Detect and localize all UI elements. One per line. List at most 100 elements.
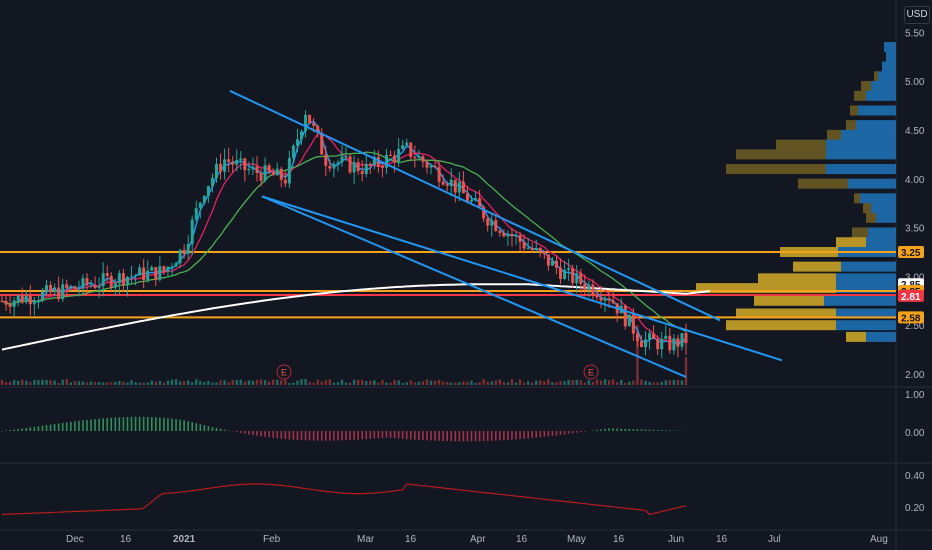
candle-body: [69, 286, 73, 289]
volume-bar: [259, 379, 263, 385]
candle-body: [65, 284, 69, 289]
volume-bar: [672, 379, 676, 385]
volume-bar: [429, 380, 433, 385]
macd-histogram-bar: [555, 431, 558, 436]
macd-histogram-bar: [434, 431, 436, 441]
volume-bar: [437, 379, 441, 385]
candle-body: [486, 218, 490, 226]
volume-bar: [462, 381, 465, 385]
candle-body: [550, 260, 554, 266]
macd-histogram-bar: [361, 431, 364, 440]
macd-histogram-bar: [78, 420, 80, 431]
profile-bar-blue: [836, 283, 896, 294]
volume-bar: [340, 379, 344, 385]
volume-bar: [611, 379, 615, 385]
volume-bar: [413, 382, 417, 385]
time-axis-label: 16: [405, 534, 417, 545]
macd-histogram-bar: [365, 431, 368, 440]
candle-body: [433, 165, 437, 168]
candle-body: [89, 285, 93, 287]
volume-bar: [308, 381, 311, 385]
volume-bar: [211, 382, 214, 385]
candle-body: [595, 295, 599, 298]
volume-bar: [89, 381, 93, 385]
candle-body: [376, 157, 380, 167]
volume-bar: [579, 380, 582, 385]
volume-bar: [628, 381, 631, 385]
volume-bar: [656, 382, 659, 385]
macd-histogram-bar: [223, 429, 226, 431]
macd-histogram-bar: [575, 431, 578, 433]
macd-histogram-bar: [385, 431, 388, 438]
volume-bar: [498, 379, 502, 385]
candle-body: [146, 270, 150, 281]
volume-bar: [393, 379, 396, 385]
candle-body: [393, 155, 397, 162]
volume-bar: [421, 381, 425, 385]
candle-body: [320, 132, 324, 155]
macd-histogram-bar: [531, 431, 534, 439]
volume-bar: [547, 379, 550, 385]
volume-bar: [510, 379, 514, 385]
volume-bar: [454, 382, 457, 385]
candle-body: [534, 248, 538, 251]
macd-histogram-bar: [134, 416, 137, 431]
macd-histogram-bar: [430, 431, 432, 441]
candle-body: [668, 335, 672, 351]
macd-histogram-bar: [381, 431, 384, 438]
macd-histogram-bar: [345, 431, 347, 441]
macd-histogram-bar: [462, 431, 465, 442]
candle-body: [271, 171, 275, 176]
volume-bar: [684, 357, 688, 385]
macd-histogram-bar: [454, 431, 457, 442]
volume-bar: [154, 381, 157, 385]
candle-body: [474, 198, 478, 200]
indicator-axis-label: 0.20: [905, 503, 925, 514]
macd-histogram-bar: [664, 430, 667, 431]
volume-bar: [636, 325, 639, 385]
candle-body: [356, 162, 360, 172]
macd-histogram-bar: [248, 431, 250, 435]
time-axis-label: May: [567, 534, 586, 545]
macd-histogram-bar: [130, 416, 133, 431]
macd-histogram-bar: [320, 431, 323, 441]
volume-bar: [599, 380, 603, 385]
macd-histogram-bar: [244, 431, 246, 434]
volume-bar: [178, 381, 182, 385]
macd-histogram-bar: [316, 431, 319, 441]
volume-bar: [288, 382, 291, 385]
macd-histogram-bar: [466, 431, 469, 442]
volume-bar: [280, 380, 283, 385]
macd-histogram-bar: [507, 431, 509, 440]
volume-bar: [142, 382, 145, 385]
candle-body: [506, 234, 510, 237]
candle-body: [45, 285, 49, 292]
price-axis-label: 3.00: [905, 272, 925, 283]
price-axis-label: 3.50: [905, 224, 925, 235]
candle-body: [312, 123, 316, 126]
candle-body: [559, 267, 563, 280]
profile-bar-gold: [854, 90, 866, 101]
volume-bar: [571, 379, 574, 385]
macd-histogram-bar: [482, 431, 485, 442]
time-axis-label: 16: [120, 534, 132, 545]
macd-histogram-bar: [45, 425, 48, 431]
candle-body: [275, 168, 279, 176]
volume-bar: [134, 382, 137, 385]
macd-histogram-bar: [252, 431, 254, 436]
volume-bar: [61, 379, 64, 385]
volume-bar: [243, 381, 247, 385]
candle-body: [546, 254, 550, 266]
volume-bar: [676, 380, 680, 385]
candle-body: [538, 248, 542, 252]
macd-histogram-bar: [29, 427, 32, 431]
volume-bar: [555, 382, 558, 385]
currency-button[interactable]: USD: [904, 6, 930, 24]
volume-bar: [16, 380, 20, 385]
macd-histogram-bar: [616, 428, 618, 431]
volume-bar: [356, 379, 360, 385]
earnings-marker-label: E: [281, 368, 287, 378]
candle-body: [571, 268, 575, 284]
